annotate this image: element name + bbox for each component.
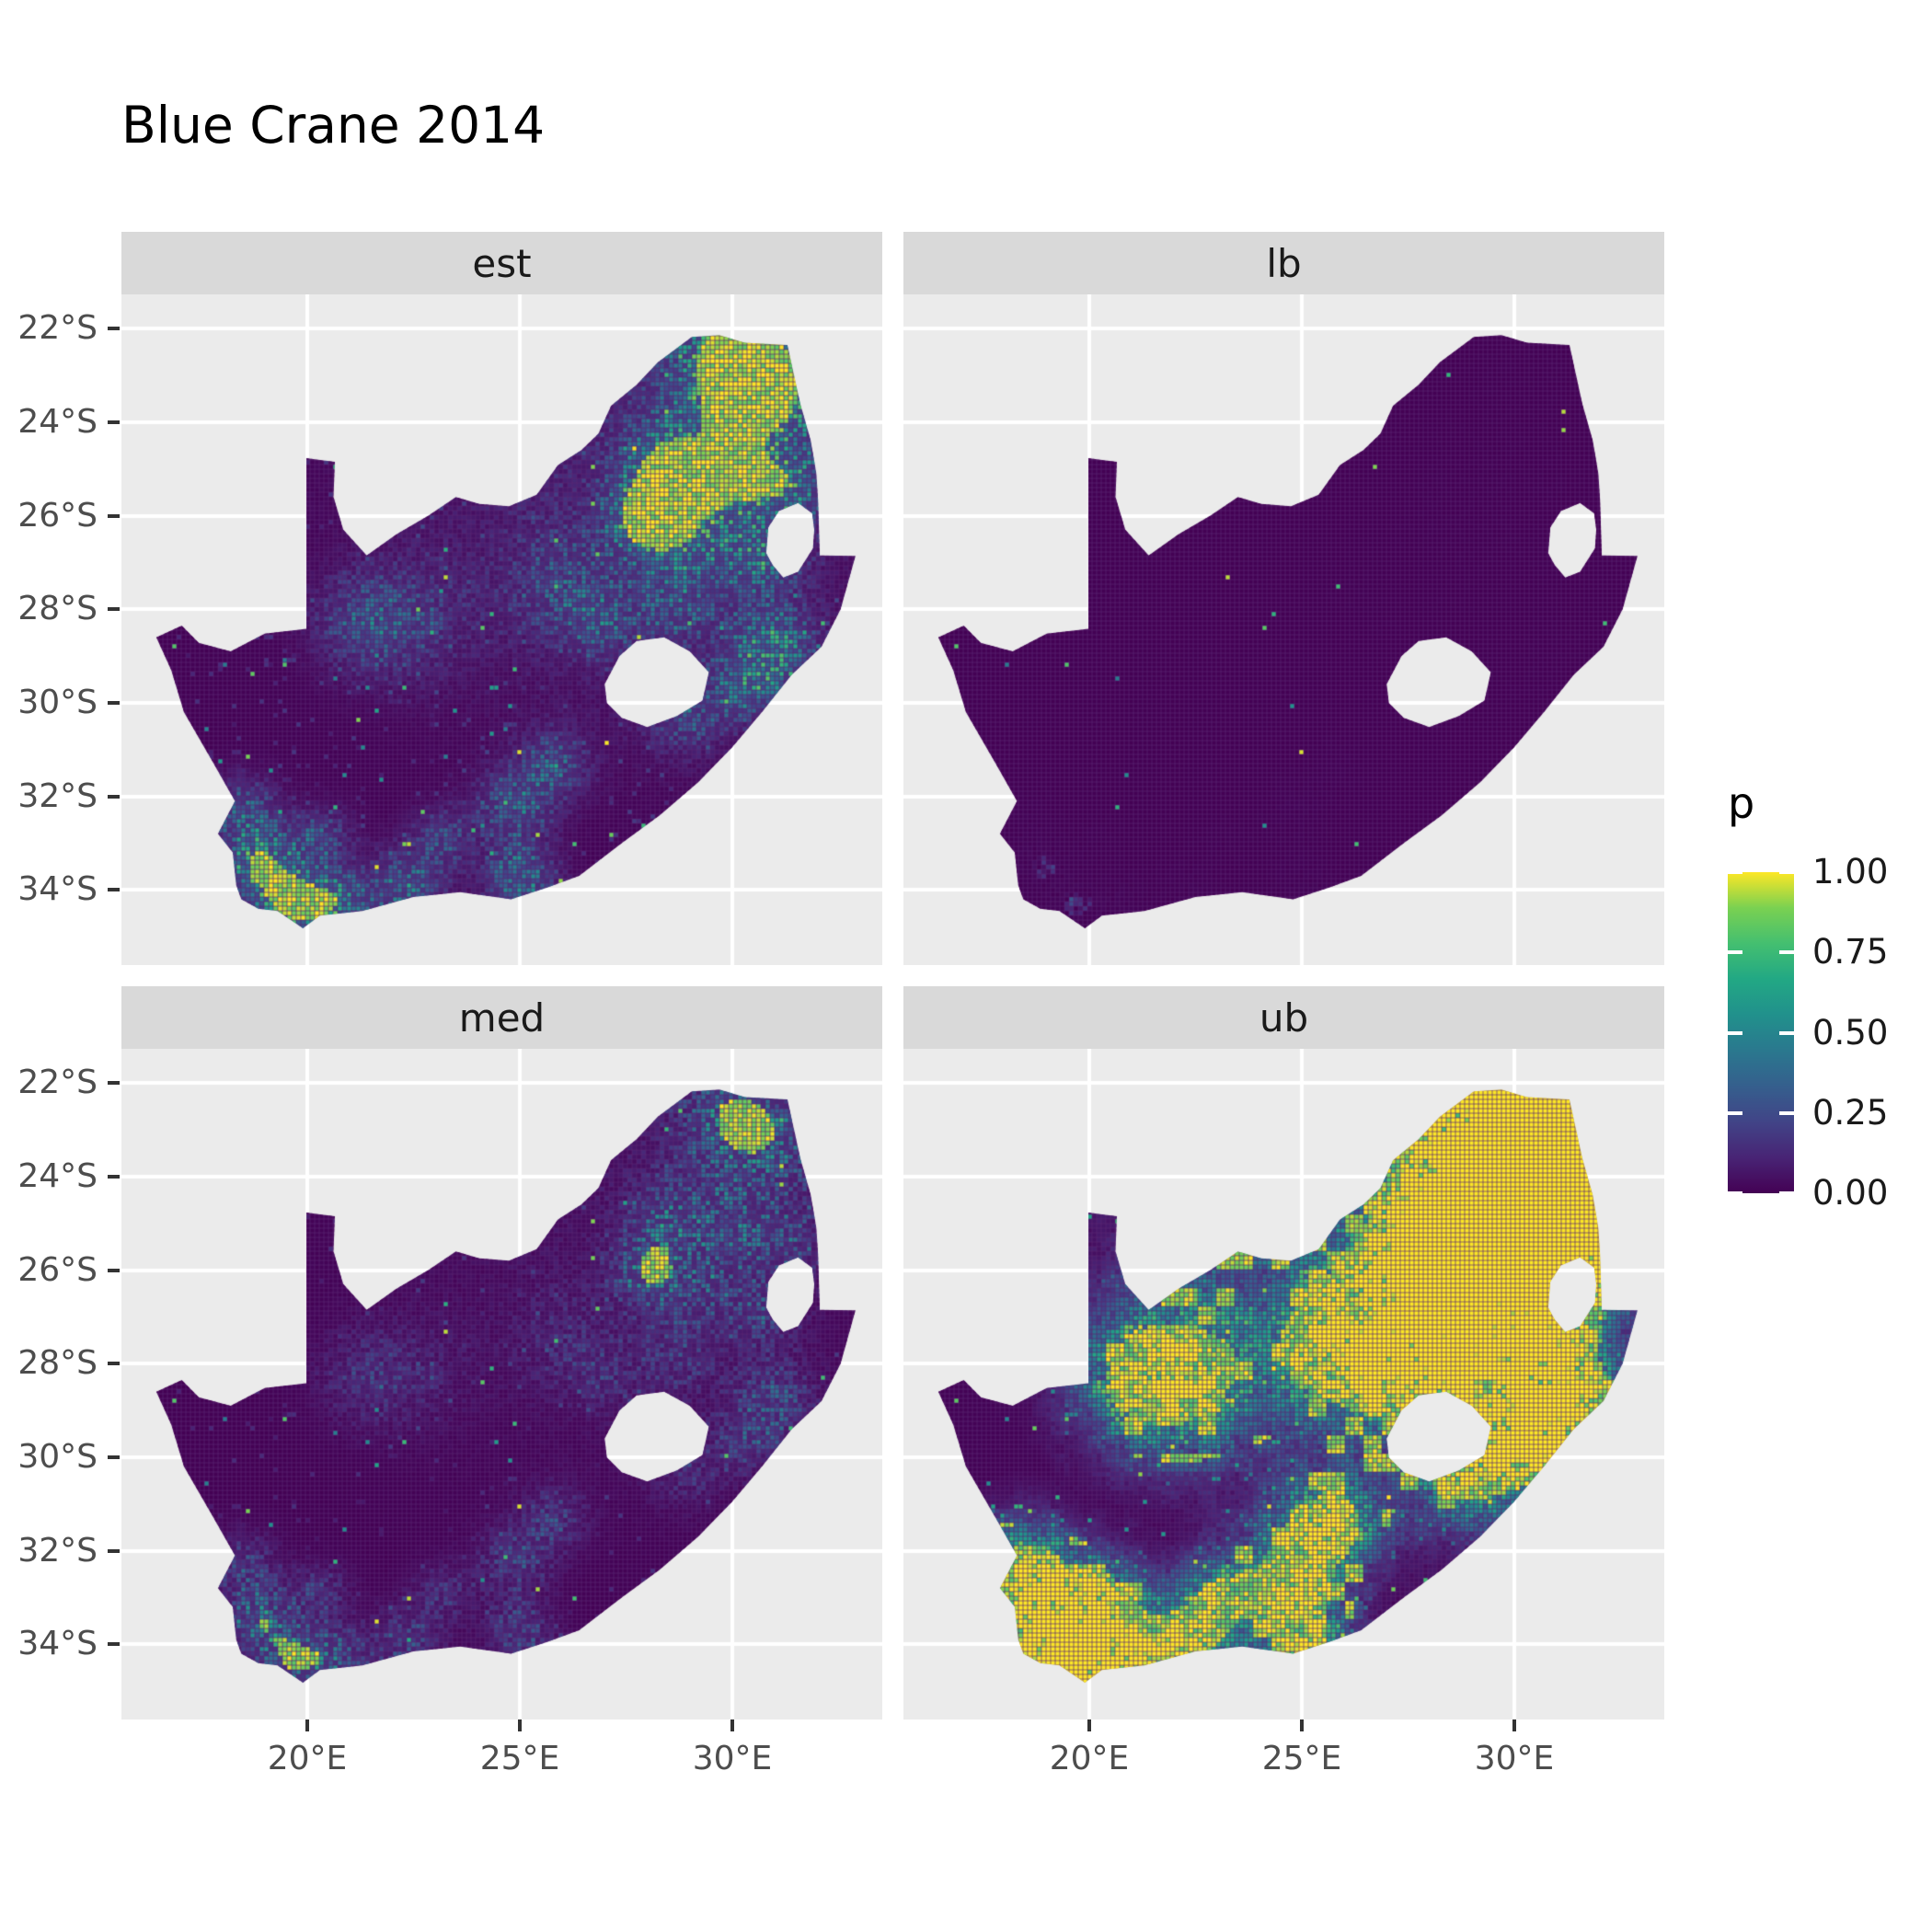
y-axis-tick-mark xyxy=(108,1455,120,1459)
y-axis-tick-label: 26°S xyxy=(17,497,98,535)
legend-tick-label: 0.75 xyxy=(1812,932,1889,972)
x-axis-tick-label: 30°E xyxy=(692,1740,773,1777)
y-axis-tick-mark xyxy=(108,1549,120,1553)
legend-tick-mark xyxy=(1728,1191,1742,1193)
legend-tick-label: 0.25 xyxy=(1812,1092,1889,1133)
legend-title: p xyxy=(1728,778,1755,828)
y-axis-tick-label: 22°S xyxy=(17,1064,98,1101)
x-axis-tick-mark xyxy=(1512,1719,1516,1731)
y-axis-tick-mark xyxy=(108,1175,120,1179)
legend-tick-mark xyxy=(1779,950,1794,955)
map-panel-lb xyxy=(903,294,1664,965)
y-axis-tick-label: 28°S xyxy=(17,1344,98,1382)
y-axis-tick-label: 24°S xyxy=(17,403,98,441)
legend-tick-label: 1.00 xyxy=(1812,852,1889,891)
x-axis-tick-mark xyxy=(730,1719,734,1731)
x-axis-tick-mark xyxy=(305,1719,309,1731)
x-axis-tick-mark xyxy=(1300,1719,1304,1731)
facet-strip-est: est xyxy=(121,232,882,294)
y-axis-tick-label: 22°S xyxy=(17,309,98,347)
plot-title: Blue Crane 2014 xyxy=(121,96,546,155)
y-axis-tick-label: 24°S xyxy=(17,1157,98,1195)
legend-tick-mark xyxy=(1779,1030,1794,1035)
y-axis-tick-label: 30°S xyxy=(17,1438,98,1476)
legend-colorbar xyxy=(1728,872,1794,1193)
map-panel-med xyxy=(121,1049,882,1719)
x-axis-tick-label: 25°E xyxy=(479,1740,560,1777)
y-axis-tick-mark xyxy=(108,514,120,518)
y-axis-tick-mark xyxy=(108,1362,120,1365)
legend-tick-mark xyxy=(1728,1110,1742,1115)
y-axis-tick-mark xyxy=(108,327,120,330)
facet-strip-lb: lb xyxy=(903,232,1664,294)
legend-tick-mark xyxy=(1779,1191,1794,1193)
facet-strip-label: lb xyxy=(1266,240,1302,286)
y-axis-tick-mark xyxy=(108,888,120,891)
y-axis-tick-mark xyxy=(108,1642,120,1646)
y-axis-tick-label: 34°S xyxy=(17,1625,98,1662)
y-axis-tick-label: 34°S xyxy=(17,870,98,908)
legend-tick-mark xyxy=(1779,872,1794,874)
x-axis-tick-label: 20°E xyxy=(1049,1740,1130,1777)
legend-tick-mark xyxy=(1779,1110,1794,1115)
y-axis-tick-label: 28°S xyxy=(17,590,98,627)
map-panel-est xyxy=(121,294,882,965)
x-axis-tick-label: 25°E xyxy=(1261,1740,1342,1777)
facet-strip-ub: ub xyxy=(903,986,1664,1049)
x-axis-tick-label: 20°E xyxy=(267,1740,348,1777)
x-axis-tick-mark xyxy=(1087,1719,1091,1731)
facet-strip-label: est xyxy=(472,240,532,286)
y-axis-tick-mark xyxy=(108,795,120,799)
y-axis-tick-mark xyxy=(108,701,120,705)
legend-tick-mark xyxy=(1728,872,1742,874)
y-axis-tick-mark xyxy=(108,1081,120,1085)
legend-tick-mark xyxy=(1728,950,1742,955)
y-axis-tick-label: 26°S xyxy=(17,1251,98,1289)
y-axis-tick-mark xyxy=(108,1269,120,1272)
map-panel-ub xyxy=(903,1049,1664,1719)
facet-strip-label: ub xyxy=(1259,995,1309,1041)
legend-tick-label: 0.00 xyxy=(1812,1173,1889,1213)
legend-tick-label: 0.50 xyxy=(1812,1012,1889,1052)
y-axis-tick-mark xyxy=(108,607,120,611)
facet-strip-med: med xyxy=(121,986,882,1049)
legend-tick-mark xyxy=(1728,1030,1742,1035)
y-axis-tick-mark xyxy=(108,420,120,424)
x-axis-tick-mark xyxy=(518,1719,522,1731)
x-axis-tick-label: 30°E xyxy=(1474,1740,1555,1777)
y-axis-tick-label: 32°S xyxy=(17,1532,98,1570)
y-axis-tick-label: 32°S xyxy=(17,777,98,815)
y-axis-tick-label: 30°S xyxy=(17,684,98,721)
facet-strip-label: med xyxy=(458,995,546,1041)
